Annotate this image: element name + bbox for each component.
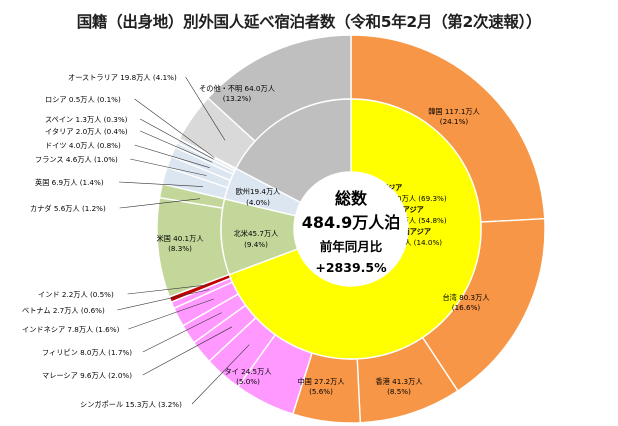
label-e382b7e383b3e382ace3839d: シンガポール 15.3万人 (3.2%) [80,400,182,409]
center-summary: 総数 484.9万人泊 前年同月比 +2839.5% [302,189,401,275]
leader-e3839ee383ace383bce382b7 [142,326,233,376]
label-north-america-value: 北米45.7万人 [234,229,279,238]
leader-e382b7e383b3e382ace3839d [191,344,250,405]
label-e382abe3838ae38380: カナダ 5.6万人 (1.2%) [30,204,106,213]
leader-e382a4e382bfe383aae382a2 [140,130,213,163]
leader-e383ade382b7e382a2 [134,98,215,158]
slice-labels: 韓国 117.1万人(24.1%) 台湾 80.3万人(16.6%) 香港 41.3… [22,73,490,409]
label-e9a699e6b8af-value: 香港 41.3万人 [375,377,422,386]
label-e4b8ade59bbd-value: 中国 27.2万人 [297,377,344,386]
label-e3839ee383ace383bce382b7: マレーシア 9.6万人 (2.0%) [42,371,132,380]
leader-e382abe3838ae38380 [119,198,201,209]
label-e382a4e383b3e38389: インド 2.2万人 (0.5%) [38,290,114,299]
center-total-label: 総数 [335,189,368,208]
leader-e382b9e3839ae382a4e383b3 [140,118,214,160]
label-e88bb1e59bbd: 英国 6.9万人 (1.4%) [35,178,104,187]
label-e382bfe382a4-share: (5.0%) [236,377,260,386]
label-east-asia-value: 265.9万人 (54.8%) [381,216,447,225]
center-yoy-label: 前年同月比 [320,239,383,254]
label-e38389e382a4e38384: ドイツ 4.0万人 (0.8%) [45,141,121,150]
leader-e382a4e383b3e38389 [127,284,208,295]
label-e58fb0e6b9be-value: 台湾 80.3万人 [442,293,489,302]
label-e382a4e382bfe383aae382a2: イタリア 2.0万人 (0.4%) [45,127,128,136]
leader-e88bb1e59bbd [118,181,203,187]
label-e3819de381aee4bb96e383bb-share: (13.2%) [223,94,252,103]
label-e9a699e6b8af-share: (8.5%) [387,387,411,396]
label-e4b8ade59bbd-share: (5.6%) [309,387,333,396]
leader-e38395e382a3e383aae38394 [142,312,222,353]
center-circle [294,172,408,286]
label-e382b9e3839ae382a4e383b3: スペイン 1.3万人 (0.3%) [45,115,128,124]
leader-e382aae383bce382b9e38388 [185,76,226,141]
label-se-asia-value: 67.9万人 (14.0%) [381,238,442,247]
label-e7b1b3e59bbd-share: (8.3%) [168,244,192,253]
leader-e38389e382a4e38384 [134,144,210,168]
label-europe-share: (4.0%) [246,198,270,207]
label-e382a4e383b3e38389e3838d: インドネシア 7.8万人 (1.6%) [22,325,120,334]
label-e38395e382a3e383aae38394: フィリピン 8.0万人 (1.7%) [42,348,132,357]
label-north-america-share: (9.4%) [244,240,268,249]
label-e382bfe382a4-value: タイ 24.5万人 [224,367,271,376]
center-yoy-value: +2839.5% [315,260,387,275]
label-europe-value: 欧州19.4万人 [236,187,281,196]
label-e3819de381aee4bb96e383bb-value: その他・不明 64.0万人 [199,84,275,93]
leader-e382a4e383b3e38389e3838d [128,298,214,330]
center-total-value: 484.9万人泊 [302,213,401,232]
label-e38395e383a9e383b3e382b9: フランス 4.6万人 (1.0%) [35,155,118,164]
label-asia-name: アジア [381,183,402,192]
label-e38399e38388e3838ae383a0: ベトナム 2.7万人 (0.6%) [22,306,105,315]
label-e382aae383bce382b9e38388: オーストラリア 19.8万人 (4.1%) [68,73,177,82]
leader-e38395e383a9e383b3e382b9 [130,158,207,176]
leader-lines [117,76,250,405]
label-e383ade382b7e382a2: ロシア 0.5万人 (0.1%) [45,95,121,104]
label-asia-value: 336.0万人 (69.3%) [381,194,447,203]
label-e99f93e59bbd-value: 韓国 117.1万人 [428,107,480,116]
label-e7b1b3e59bbd-value: 米国 40.1万人 [156,234,203,243]
chart-title: 国籍（出身地）別外国人延べ宿泊者数（令和5年2月（第2次速報）） [76,13,542,31]
leader-e38399e38388e3838ae383a0 [117,289,210,311]
label-e99f93e59bbd-share: (24.1%) [440,117,469,126]
label-e58fb0e6b9be-share: (16.6%) [452,303,481,312]
